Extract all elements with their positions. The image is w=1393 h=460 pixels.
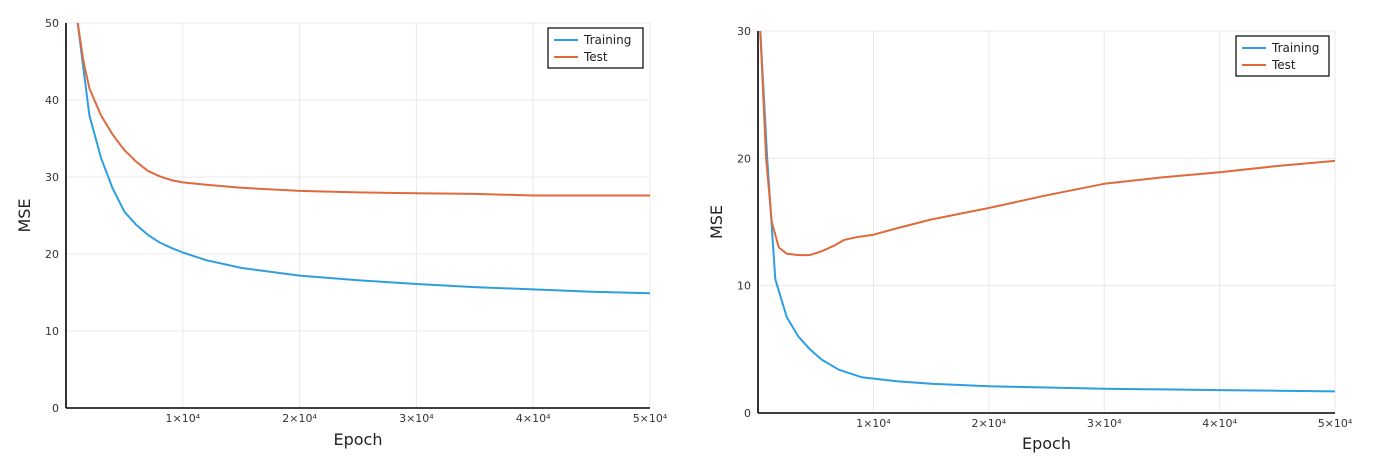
legend-box xyxy=(1235,35,1330,77)
legend-label-test: Test xyxy=(1271,58,1296,72)
y-tick-label: 20 xyxy=(45,248,59,261)
legend: Training Test xyxy=(547,27,644,69)
x-tick-label: 4×10⁴ xyxy=(1202,417,1237,430)
legend-label-test: Test xyxy=(583,50,608,64)
y-tick-label: 50 xyxy=(45,17,59,30)
y-tick-label: 0 xyxy=(52,402,59,415)
x-tick-label: 5×10⁴ xyxy=(633,412,668,425)
y-tick-label: 10 xyxy=(45,325,59,338)
x-tick-label: 2×10⁴ xyxy=(282,412,317,425)
y-tick-label: 20 xyxy=(737,152,751,165)
y-tick-label: 0 xyxy=(744,407,751,420)
chart-1: 1×10⁴ 2×10⁴ 3×10⁴ 4×10⁴ 5×10⁴ 0 10 20 30 40 50 Epoc… xyxy=(15,17,668,449)
x-axis-title: Epoch xyxy=(334,430,383,449)
legend-label-training: Training xyxy=(1271,41,1319,55)
y-axis-title: MSE xyxy=(15,198,34,232)
series-line-training xyxy=(759,31,1335,393)
legend-box xyxy=(547,27,644,69)
series-line-test xyxy=(76,23,650,197)
legend-label-training: Training xyxy=(583,33,631,47)
y-tick-label: 30 xyxy=(45,171,59,184)
x-axis-title: Epoch xyxy=(1022,434,1071,453)
chart-2: 1×10⁴ 2×10⁴ 3×10⁴ 4×10⁴ 5×10⁴ 0 10 20 30 Epoch MSE… xyxy=(707,25,1353,453)
x-tick-label: 2×10⁴ xyxy=(971,417,1006,430)
y-tick-label: 10 xyxy=(737,280,751,293)
x-tick-label: 1×10⁴ xyxy=(856,417,891,430)
y-tick-label: 30 xyxy=(737,25,751,38)
series-line-training xyxy=(76,23,650,295)
y-tick-label: 40 xyxy=(45,94,59,107)
x-tick-label: 3×10⁴ xyxy=(1087,417,1122,430)
x-tick-label: 3×10⁴ xyxy=(399,412,434,425)
x-tick-label: 5×10⁴ xyxy=(1318,417,1353,430)
x-tick-label: 4×10⁴ xyxy=(516,412,551,425)
y-axis-title: MSE xyxy=(707,205,726,239)
series-line-test xyxy=(759,31,1335,257)
legend: Training Test xyxy=(1235,35,1330,77)
x-tick-label: 1×10⁴ xyxy=(165,412,200,425)
